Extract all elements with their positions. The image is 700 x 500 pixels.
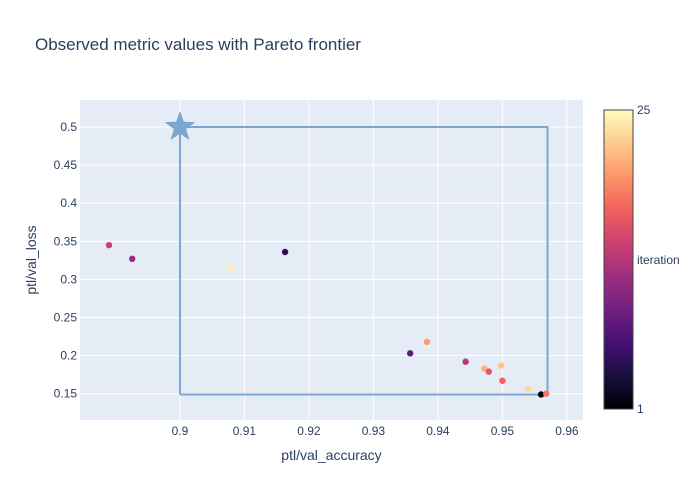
y-tick-label: 0.5 [60,120,77,134]
colorbar: 25 iteration 1 [603,103,680,416]
data-point [481,365,488,372]
y-tick-label: 0.35 [54,234,78,248]
data-point [462,358,469,365]
y-tick-label: 0.25 [54,311,78,325]
x-axis-title: ptl/val_accuracy [281,447,381,463]
x-tick-label: 0.9 [172,424,189,438]
data-point [105,241,113,249]
y-tick-label: 0.15 [54,387,78,401]
pareto-frontier-line [179,126,549,396]
x-tick-label: 0.91 [233,424,257,438]
y-tick-label: 0.3 [60,272,77,286]
data-point [227,264,234,272]
colorbar-title: iteration [637,253,680,267]
colorbar-max-label: 25 [637,103,651,117]
data-points [105,241,550,398]
reference-star [164,111,196,140]
x-tick-label: 0.94 [426,424,450,438]
y-axis-title: ptl/val_loss [23,225,39,294]
data-point [281,248,289,256]
data-point [485,368,493,375]
chart-title: Observed metric values with Pareto front… [35,35,361,54]
plot-background [80,100,583,420]
data-point [423,338,431,346]
reference-point-star [164,111,196,140]
colorbar-gradient [603,109,634,410]
y-tick-label: 0.4 [60,196,77,210]
x-tick-label: 0.96 [555,424,579,438]
axis-tick-labels: 0.9 0.91 0.92 0.93 0.94 0.95 0.96 0.15 0.2 0.25 0.… [54,120,579,438]
y-tick-label: 0.2 [60,349,77,363]
pareto-frontier [179,126,549,396]
data-point [497,362,505,369]
y-tick-label: 0.45 [54,158,78,172]
data-point [499,377,506,384]
data-point [543,390,550,397]
x-tick-label: 0.92 [297,424,321,438]
x-tick-label: 0.93 [362,424,386,438]
data-point [406,350,414,357]
grid-lines [80,100,583,420]
x-tick-label: 0.95 [491,424,515,438]
data-point [129,255,136,263]
data-point [537,391,545,398]
colorbar-min-label: 1 [637,402,644,416]
data-point [524,385,532,393]
